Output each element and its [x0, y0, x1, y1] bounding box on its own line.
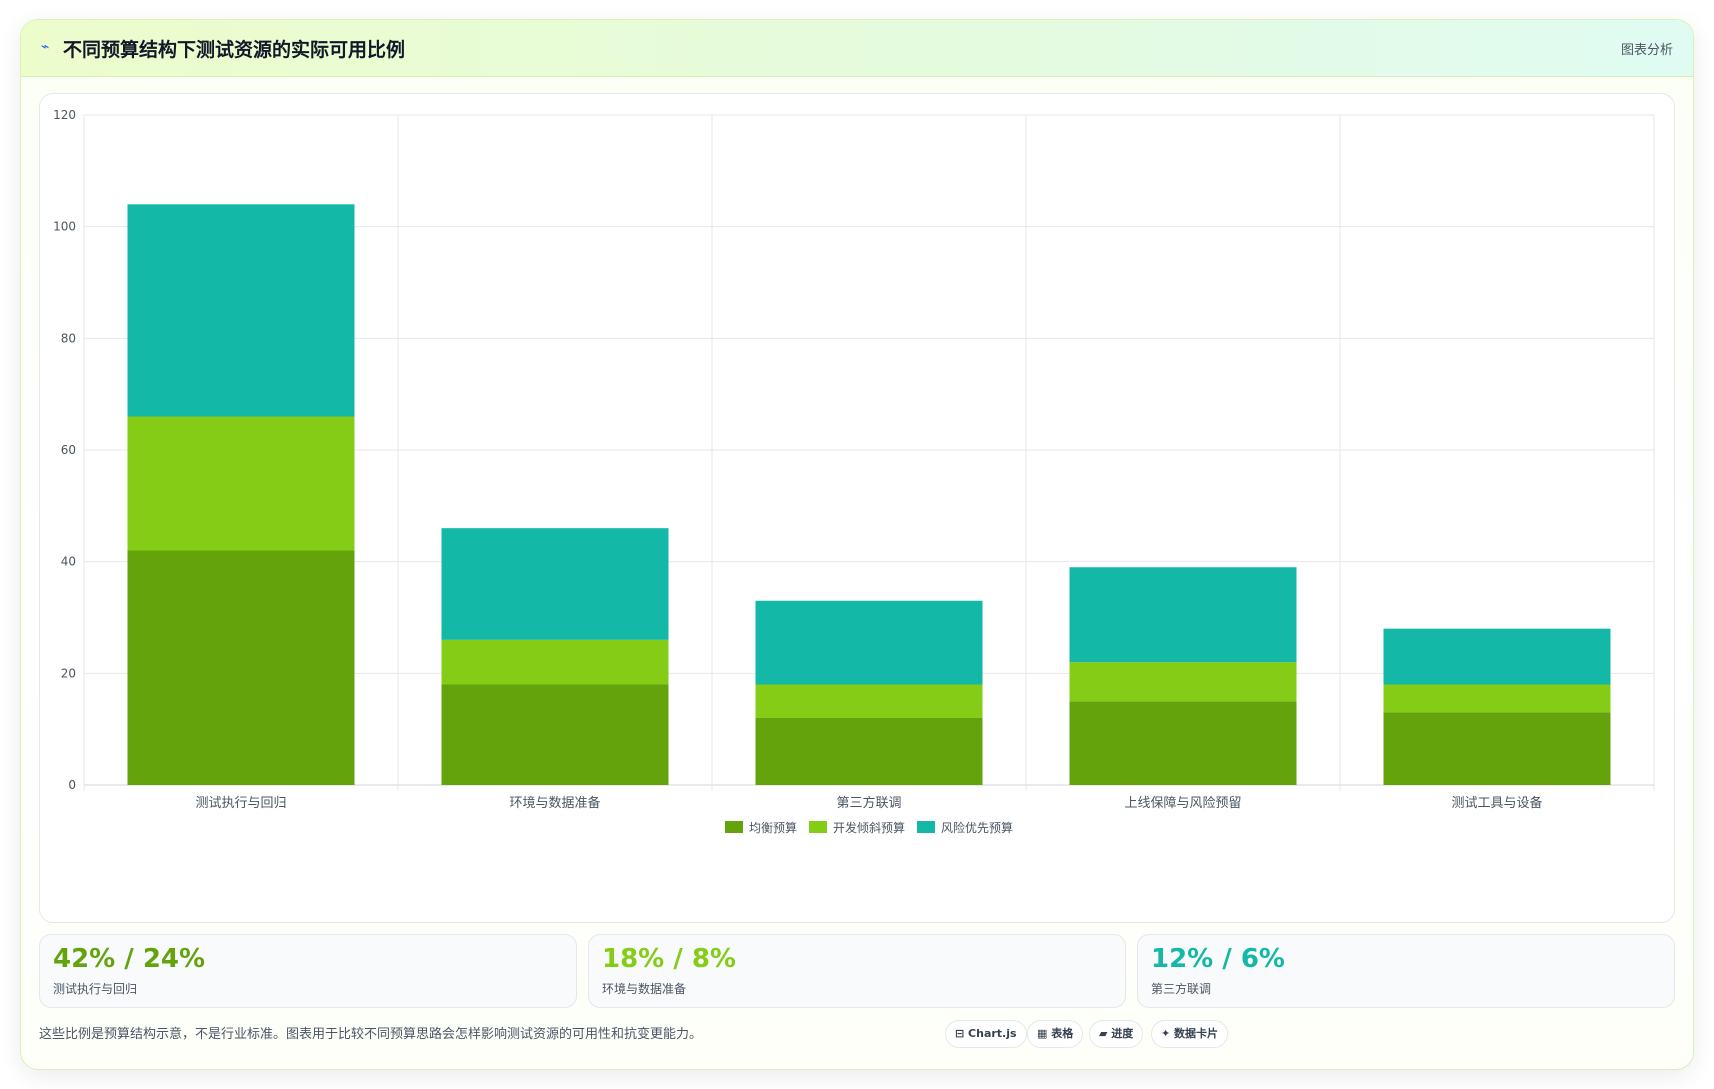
stat-label: 测试执行与回归 [53, 982, 138, 996]
bar-segment-3 [1383, 628, 1611, 685]
bar-segment-2 [755, 684, 983, 718]
bar-segment-3 [755, 600, 983, 685]
bar-segment-1 [1069, 701, 1297, 785]
x-tick-label: 环境与数据准备 [509, 795, 600, 811]
x-tick-label: 上线保障与风险预留 [1124, 796, 1241, 811]
legend-label: 开发倾斜预算 [833, 820, 905, 835]
chart-line-icon: ⌁ [41, 39, 50, 55]
legend-swatch [809, 821, 827, 833]
y-tick-label: 40 [61, 555, 76, 569]
y-tick-label: 100 [53, 220, 76, 234]
stat-label: 第三方联调 [1151, 982, 1212, 996]
bar-segment-2 [1069, 662, 1297, 702]
chip-data-card[interactable]: ✦ 数据卡片 [1151, 1020, 1229, 1048]
stat-label: 环境与数据准备 [602, 982, 687, 996]
chip-table[interactable]: ▦ 表格 [1027, 1020, 1084, 1048]
y-tick-label: 0 [68, 778, 76, 792]
bar-segment-2 [127, 416, 355, 551]
bar-segment-1 [1383, 712, 1611, 785]
chart-title: 不同预算结构下测试资源的实际可用比例 [63, 39, 406, 61]
chip-chartjs[interactable]: ⊟ Chart.js [945, 1020, 1027, 1048]
y-tick-label: 20 [61, 666, 76, 680]
legend-swatch [725, 821, 743, 833]
chart-card: ⌁ 不同预算结构下测试资源的实际可用比例 图表分析 0 20 40 60 80 100 12… [20, 19, 1694, 1070]
bar-segment-1 [127, 550, 355, 785]
stat-value: 42% / 24% [53, 944, 206, 974]
stat-value: 18% / 8% [602, 944, 736, 974]
y-tick-label: 80 [61, 331, 76, 345]
footnote: 这些比例是预算结构示意，不是行业标准。图表用于比较不同预算思路会怎样影响测试资源… [39, 1027, 703, 1042]
bar-segment-3 [127, 204, 355, 417]
legend-swatch [917, 821, 935, 833]
stacked-bar-chart: 0 20 40 60 80 100 120 测试执行与回归 环境与数据准备 第三方联调 上线保障与风… [53, 108, 1655, 835]
y-tick-label: 120 [53, 108, 76, 122]
chart-analysis-label[interactable]: 图表分析 [1620, 43, 1673, 58]
bar-segment-2 [1383, 684, 1611, 713]
legend-label: 风险优先预算 [941, 820, 1013, 835]
x-tick-label: 第三方联调 [836, 795, 901, 811]
bar-segment-3 [441, 528, 669, 640]
x-tick-label: 测试工具与设备 [1451, 795, 1542, 811]
bar-segment-1 [441, 684, 669, 785]
bar-segment-3 [1069, 567, 1297, 663]
bar-segment-2 [441, 639, 669, 685]
stat-card-2: 18% / 8% 环境与数据准备 [588, 934, 1126, 1008]
stat-card-3: 12% / 6% 第三方联调 [1137, 934, 1675, 1008]
chart-panel: 0 20 40 60 80 100 120 测试执行与回归 环境与数据准备 第三方联调 上线保障与风… [39, 93, 1675, 923]
card-header: ⌁ 不同预算结构下测试资源的实际可用比例 图表分析 [21, 20, 1693, 77]
stat-value: 12% / 6% [1151, 944, 1285, 974]
legend-label: 均衡预算 [749, 820, 797, 835]
chip-progress[interactable]: ▰ 进度 [1089, 1020, 1144, 1048]
y-tick-label: 60 [61, 443, 76, 457]
bar-segment-1 [755, 718, 983, 785]
stat-card-1: 42% / 24% 测试执行与回归 [39, 934, 577, 1008]
x-tick-label: 测试执行与回归 [195, 796, 286, 811]
